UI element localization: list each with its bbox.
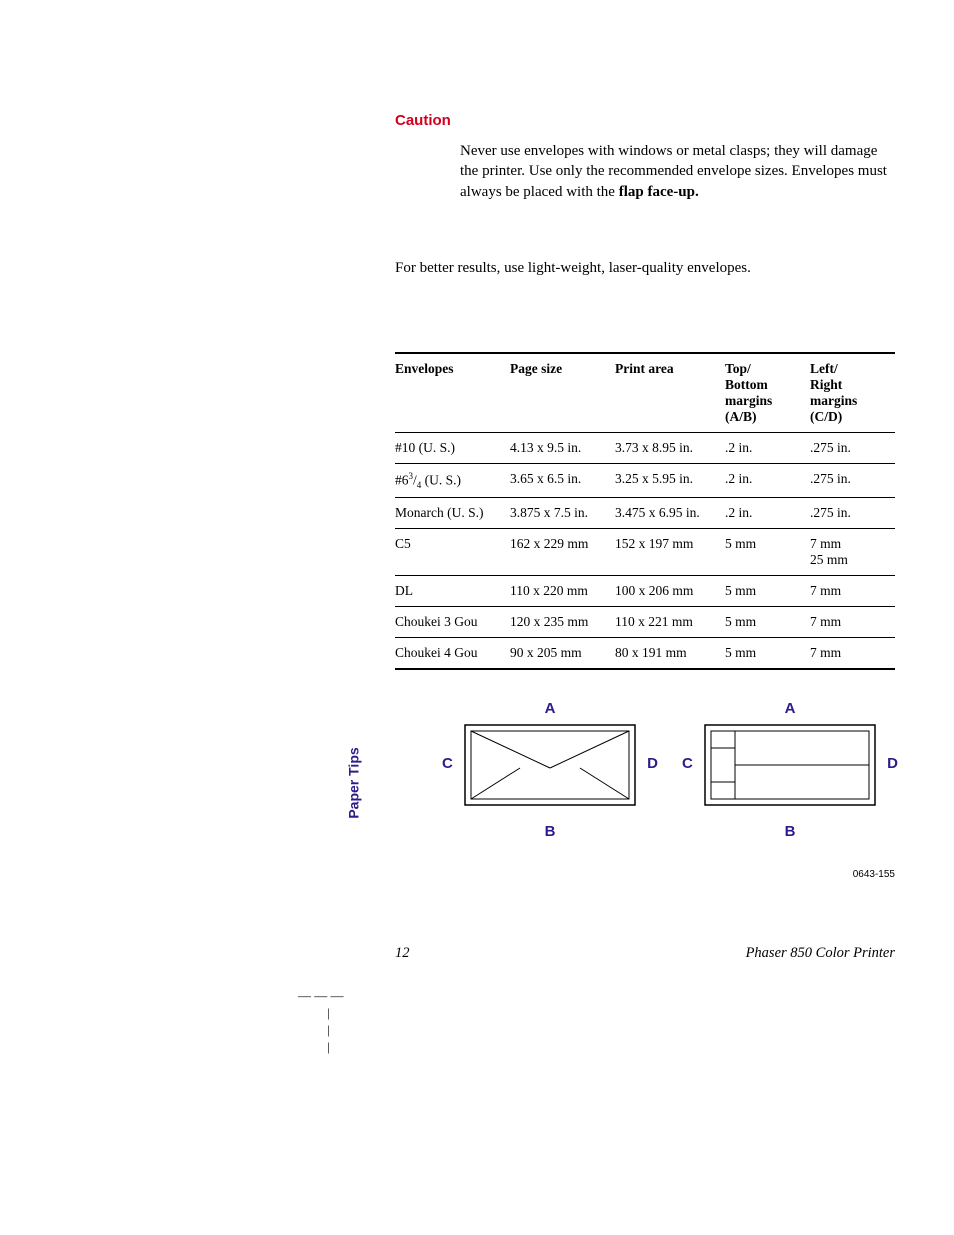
cell: 5 mm [725, 528, 810, 575]
cell: 5 mm [725, 606, 810, 637]
cell: Monarch (U. S.) [395, 497, 510, 528]
th-left-right: Left/ Right margins (C/D) [810, 353, 895, 433]
cell: 90 x 205 mm [510, 637, 615, 669]
cell: 110 x 221 mm [615, 606, 725, 637]
cell: 7 mm 25 mm [810, 528, 895, 575]
cell: 80 x 191 mm [615, 637, 725, 669]
cell: .275 in. [810, 432, 895, 463]
c5l2: 25 mm [810, 552, 848, 567]
frac-prefix: #6 [395, 472, 409, 487]
th5-l4: (C/D) [810, 409, 842, 424]
envelope-table: Envelopes Page size Print area Top/ Bott… [395, 352, 895, 670]
envelope-diagram-1: A C D B [460, 720, 640, 820]
cell: 3.475 x 6.95 in. [615, 497, 725, 528]
cell: 100 x 206 mm [615, 575, 725, 606]
cell: 3.65 x 6.5 in. [510, 463, 615, 497]
cell: Choukei 3 Gou [395, 606, 510, 637]
table-row: DL 110 x 220 mm 100 x 206 mm 5 mm 7 mm [395, 575, 895, 606]
page-footer: 12 Phaser 850 Color Printer [395, 945, 895, 962]
label-a1: A [545, 700, 556, 717]
cm3: | [327, 1022, 330, 1037]
cell: .2 in. [725, 463, 810, 497]
cell: .2 in. [725, 497, 810, 528]
crop-marks: — — — | | | [298, 988, 344, 1056]
th4-l1: Top/ [725, 361, 751, 376]
label-c1: C [442, 755, 453, 772]
cell: 5 mm [725, 637, 810, 669]
th-top-bottom: Top/ Bottom margins (A/B) [725, 353, 810, 433]
cell: 3.25 x 5.95 in. [615, 463, 725, 497]
label-d2: D [887, 755, 898, 772]
table-row: Monarch (U. S.) 3.875 x 7.5 in. 3.475 x … [395, 497, 895, 528]
th-envelopes: Envelopes [395, 353, 510, 433]
th5-l1: Left/ [810, 361, 838, 376]
th4-l3: margins [725, 393, 772, 408]
th5-l3: margins [810, 393, 857, 408]
table-row: C5 162 x 229 mm 152 x 197 mm 5 mm 7 mm 2… [395, 528, 895, 575]
label-d1: D [647, 755, 658, 772]
page-number: 12 [395, 945, 410, 962]
cell: DL [395, 575, 510, 606]
cell: 162 x 229 mm [510, 528, 615, 575]
sidebar-tab-text: Paper Tips [346, 747, 362, 818]
cm1: — — — [298, 988, 344, 1003]
frac-suffix: (U. S.) [421, 472, 461, 487]
th-print-area: Print area [615, 353, 725, 433]
table-row: #63/4 (U. S.) 3.65 x 6.5 in. 3.25 x 5.95… [395, 463, 895, 497]
cell: 4.13 x 9.5 in. [510, 432, 615, 463]
table-row: Choukei 3 Gou 120 x 235 mm 110 x 221 mm … [395, 606, 895, 637]
cell: C5 [395, 528, 510, 575]
c5l1: 7 mm [810, 536, 841, 551]
cell: .275 in. [810, 463, 895, 497]
cell: .2 in. [725, 432, 810, 463]
table-row: Choukei 4 Gou 90 x 205 mm 80 x 191 mm 5 … [395, 637, 895, 669]
label-a2: A [785, 700, 796, 717]
cell: 110 x 220 mm [510, 575, 615, 606]
cell: 3.73 x 8.95 in. [615, 432, 725, 463]
cell: 120 x 235 mm [510, 606, 615, 637]
cell: 3.875 x 7.5 in. [510, 497, 615, 528]
diagram-section: A C D B A C D B [395, 720, 895, 860]
cell: 7 mm [810, 575, 895, 606]
label-c2: C [682, 755, 693, 772]
cell: 5 mm [725, 575, 810, 606]
table-header-row: Envelopes Page size Print area Top/ Bott… [395, 353, 895, 433]
frac-sup: 3 [409, 471, 414, 481]
caution-text-bold: flap face-up. [619, 184, 699, 200]
cell: 152 x 197 mm [615, 528, 725, 575]
cell: 7 mm [810, 637, 895, 669]
envelope-svg-1 [460, 720, 640, 810]
th4-l4: (A/B) [725, 409, 757, 424]
th5-l2: Right [810, 377, 842, 392]
cm2: | [327, 1005, 330, 1020]
th4-l2: Bottom [725, 377, 768, 392]
printer-name: Phaser 850 Color Printer [746, 945, 895, 962]
envelope-diagram-2: A C D B [700, 720, 880, 820]
table-row: #10 (U. S.) 4.13 x 9.5 in. 3.73 x 8.95 i… [395, 432, 895, 463]
th-page-size: Page size [510, 353, 615, 433]
label-b1: B [545, 823, 556, 840]
diagram-code: 0643-155 [853, 869, 895, 880]
cm4: | [327, 1039, 330, 1054]
label-b2: B [785, 823, 796, 840]
cell: #10 (U. S.) [395, 432, 510, 463]
caution-body: Never use envelopes with windows or meta… [460, 141, 895, 202]
cell: .275 in. [810, 497, 895, 528]
envelope-svg-2 [700, 720, 880, 810]
results-text: For better results, use light-weight, la… [395, 260, 895, 277]
cell: Choukei 4 Gou [395, 637, 510, 669]
cell: 7 mm [810, 606, 895, 637]
cell: #63/4 (U. S.) [395, 463, 510, 497]
sidebar-tab: Paper Tips [340, 740, 360, 830]
caution-heading: Caution [395, 112, 895, 129]
